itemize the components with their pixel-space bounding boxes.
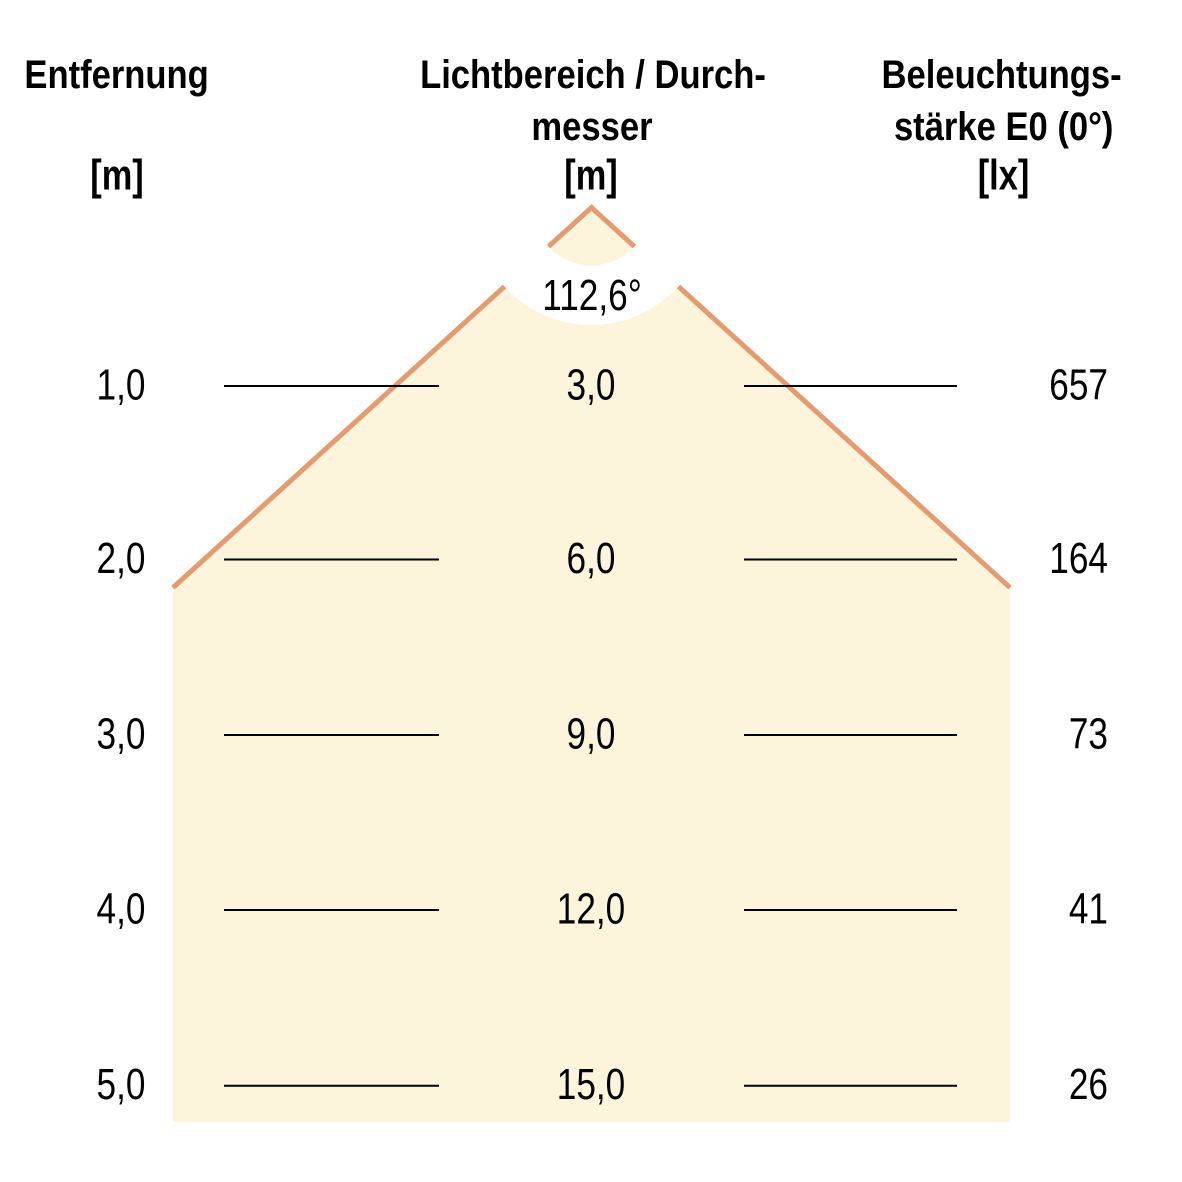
svg-text:164: 164 bbox=[1049, 534, 1108, 583]
svg-text:messer: messer bbox=[531, 103, 652, 148]
svg-text:Entfernung: Entfernung bbox=[24, 52, 208, 97]
svg-text:stärke E0 (0°): stärke E0 (0°) bbox=[894, 103, 1114, 148]
svg-text:73: 73 bbox=[1069, 710, 1108, 759]
svg-text:9,0: 9,0 bbox=[567, 710, 616, 759]
svg-text:12,0: 12,0 bbox=[557, 885, 625, 934]
svg-text:6,0: 6,0 bbox=[567, 534, 616, 583]
svg-text:3,0: 3,0 bbox=[567, 361, 616, 410]
svg-text:Beleuchtungs-: Beleuchtungs- bbox=[882, 52, 1122, 97]
svg-text:15,0: 15,0 bbox=[557, 1061, 625, 1110]
svg-text:3,0: 3,0 bbox=[97, 710, 146, 759]
svg-text:[m]: [m] bbox=[564, 152, 617, 199]
svg-text:Lichtbereich / Durch-: Lichtbereich / Durch- bbox=[420, 52, 766, 97]
svg-text:26: 26 bbox=[1069, 1061, 1108, 1110]
svg-text:1,0: 1,0 bbox=[97, 361, 146, 410]
svg-text:4,0: 4,0 bbox=[97, 885, 146, 934]
svg-text:2,0: 2,0 bbox=[97, 534, 146, 583]
svg-text:112,6°: 112,6° bbox=[542, 271, 642, 320]
svg-text:[lx]: [lx] bbox=[978, 152, 1030, 199]
svg-text:5,0: 5,0 bbox=[97, 1061, 146, 1110]
svg-text:[m]: [m] bbox=[90, 152, 143, 199]
svg-text:41: 41 bbox=[1069, 885, 1108, 934]
svg-text:657: 657 bbox=[1049, 361, 1108, 410]
